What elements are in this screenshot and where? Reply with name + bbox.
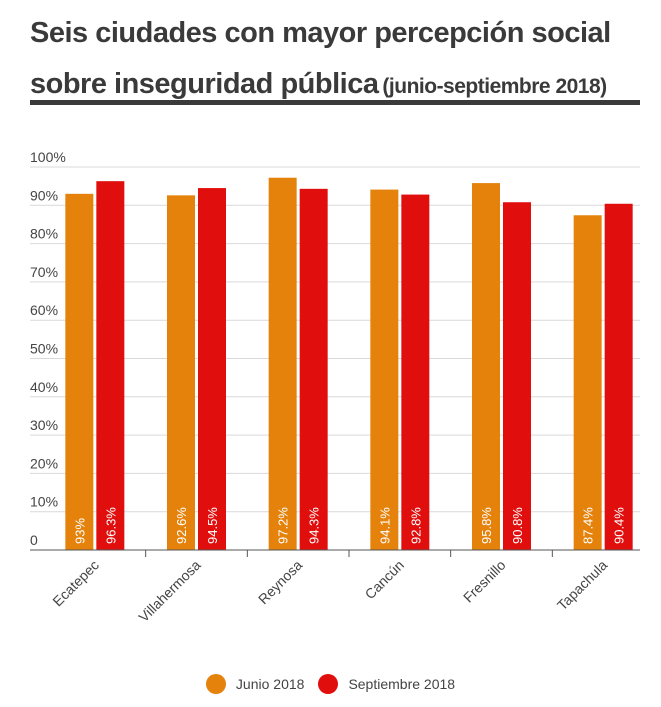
data-label: 94.1% <box>377 507 392 544</box>
data-label: 96.3% <box>103 507 118 544</box>
legend-swatch-septiembre <box>318 674 339 694</box>
title-divider <box>30 100 640 105</box>
x-category-label: Ecatepec <box>49 557 102 610</box>
data-label: 92.8% <box>408 507 423 544</box>
y-tick-label: 40% <box>30 379 58 395</box>
legend: Junio 2018 Septiembre 2018 <box>0 674 661 694</box>
y-tick-label: 60% <box>30 302 58 318</box>
y-tick-label: 0 <box>30 532 38 548</box>
data-label: 94.3% <box>307 507 322 544</box>
x-category-label: Tapachula <box>554 557 611 614</box>
y-tick-label: 30% <box>30 417 58 433</box>
data-label: 90.4% <box>612 507 627 544</box>
x-category-label: Fresnillo <box>460 557 509 606</box>
y-tick-label: 100% <box>30 149 66 165</box>
data-label: 97.2% <box>276 507 291 544</box>
y-tick-label: 10% <box>30 494 58 510</box>
bar <box>96 181 125 550</box>
x-category-label: Villahermosa <box>135 557 204 626</box>
y-tick-label: 80% <box>30 226 58 242</box>
x-category-label: Reynosa <box>255 557 306 608</box>
bar <box>401 194 430 551</box>
bar <box>65 193 94 550</box>
bar <box>503 202 531 550</box>
data-label: 94.5% <box>205 507 220 544</box>
chart-title-main: Seis ciudades con mayor percepción socia… <box>30 17 611 100</box>
legend-item-septiembre: Septiembre 2018 <box>318 674 455 694</box>
bar <box>370 189 399 551</box>
bar <box>299 188 328 550</box>
legend-item-junio: Junio 2018 <box>205 674 305 694</box>
data-label: 90.8% <box>510 507 525 544</box>
y-tick-label: 50% <box>30 341 58 357</box>
legend-label-junio: Junio 2018 <box>235 676 305 692</box>
data-label: 95.8% <box>479 507 494 544</box>
legend-swatch-junio <box>205 674 226 694</box>
y-tick-label: 20% <box>30 455 58 471</box>
bar <box>472 183 500 550</box>
data-label: 92.6% <box>174 507 189 544</box>
chart-title-sub: (junio-septiembre 2018) <box>382 75 607 98</box>
bar <box>573 215 602 550</box>
bar <box>604 203 633 550</box>
data-label: 93% <box>72 518 87 544</box>
y-tick-label: 90% <box>30 187 58 203</box>
legend-label-septiembre: Septiembre 2018 <box>348 676 456 692</box>
bar <box>198 188 226 550</box>
bar <box>268 177 297 550</box>
y-tick-label: 70% <box>30 264 58 280</box>
bar <box>167 195 195 551</box>
chart-title: Seis ciudades con mayor percepción socia… <box>30 10 650 112</box>
x-category-label: Cancún <box>362 557 407 602</box>
data-label: 87.4% <box>581 507 596 544</box>
